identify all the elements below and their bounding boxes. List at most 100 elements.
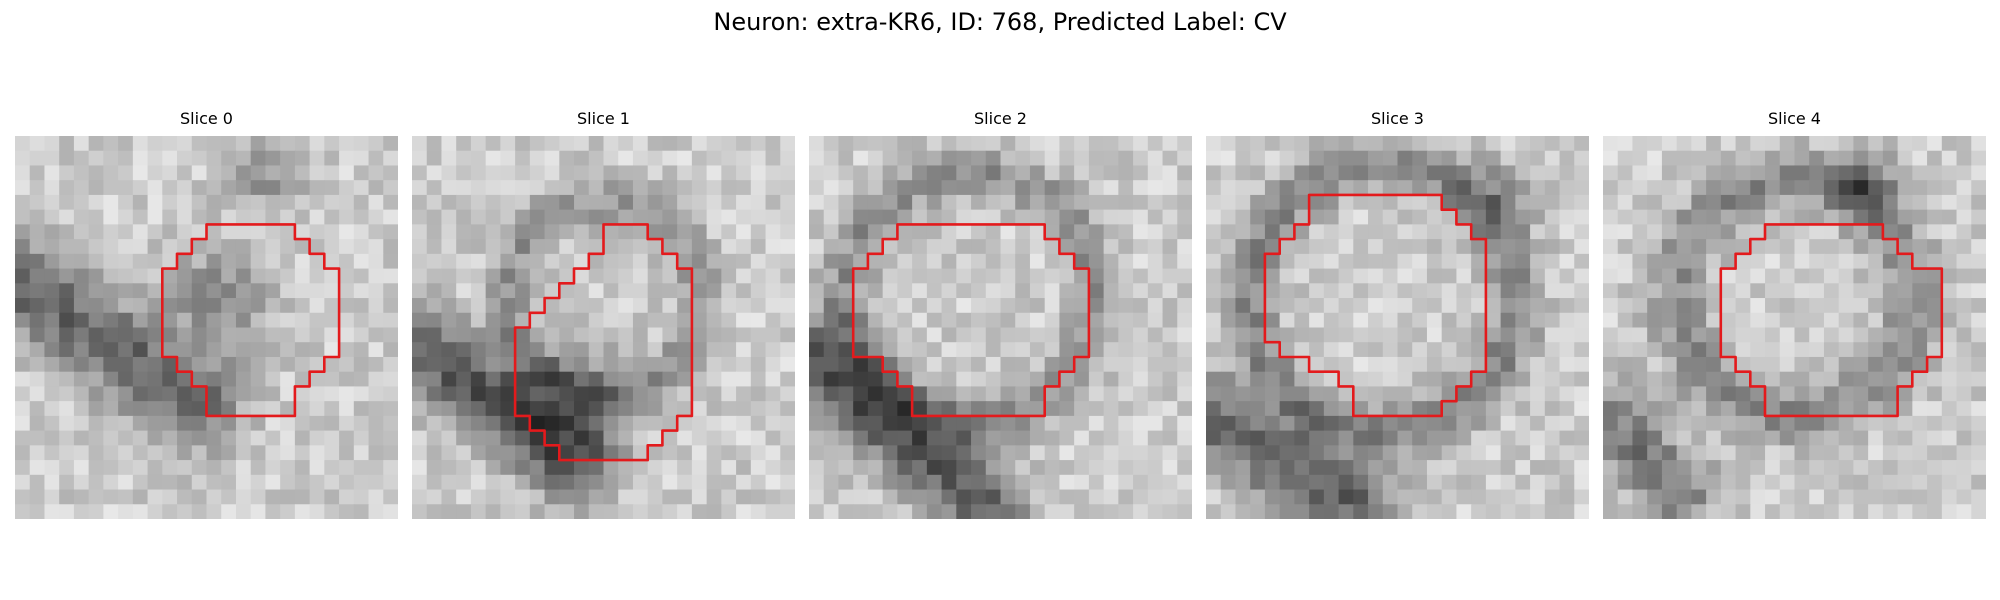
image-pixel: [1559, 239, 1575, 255]
image-pixel: [1617, 180, 1634, 196]
image-pixel: [574, 239, 590, 255]
image-pixel: [618, 356, 634, 373]
image-pixel: [206, 298, 222, 314]
image-pixel: [73, 386, 90, 402]
image-pixel: [1544, 268, 1561, 284]
image-pixel: [132, 401, 149, 417]
image-pixel: [383, 430, 398, 446]
image-pixel: [941, 136, 957, 152]
image-pixel: [1177, 401, 1192, 417]
image-pixel: [1706, 150, 1722, 167]
image-pixel: [280, 489, 296, 505]
image-pixel: [691, 474, 708, 491]
image-pixel: [59, 342, 75, 358]
image-pixel: [456, 327, 472, 343]
image-pixel: [118, 150, 134, 167]
image-pixel: [1559, 430, 1575, 446]
image-pixel: [88, 342, 104, 358]
image-pixel: [309, 356, 325, 373]
image-pixel: [867, 253, 884, 270]
image-pixel: [309, 342, 325, 358]
image-pixel: [1823, 283, 1840, 299]
image-pixel: [1676, 268, 1692, 284]
image-pixel: [412, 430, 428, 446]
image-pixel: [765, 356, 781, 373]
image-pixel: [912, 327, 928, 343]
image-pixel: [1074, 180, 1090, 196]
image-pixel: [1956, 386, 1972, 402]
image-pixel: [235, 342, 252, 358]
image-pixel: [1765, 401, 1781, 417]
figure-title: Neuron: extra-KR6, ID: 768, Predicted La…: [713, 8, 1287, 36]
image-pixel: [1088, 489, 1105, 505]
image-pixel: [1485, 150, 1502, 167]
image-pixel: [1574, 415, 1589, 432]
image-pixel: [882, 415, 898, 432]
image-pixel: [765, 415, 781, 432]
image-pixel: [1088, 460, 1105, 476]
image-pixel: [1456, 194, 1472, 211]
image-pixel: [574, 209, 590, 225]
image-pixel: [618, 386, 634, 402]
image-pixel: [280, 180, 296, 196]
image-pixel: [1515, 180, 1531, 196]
image-pixel: [44, 342, 60, 358]
image-pixel: [823, 504, 840, 519]
image-pixel: [309, 283, 325, 299]
image-pixel: [1515, 401, 1531, 417]
image-pixel: [1235, 312, 1251, 329]
image-pixel: [1323, 165, 1340, 181]
image-pixel: [1500, 312, 1516, 329]
image-pixel: [177, 460, 193, 476]
image-pixel: [1661, 209, 1678, 225]
image-pixel: [1838, 386, 1855, 402]
image-pixel: [1956, 489, 1972, 505]
image-pixel: [985, 312, 1002, 329]
image-pixel: [1279, 136, 1295, 152]
image-pixel: [1603, 253, 1619, 270]
image-pixel: [1147, 342, 1164, 358]
image-pixel: [971, 165, 987, 181]
image-pixel: [1735, 460, 1751, 476]
image-pixel: [1882, 460, 1899, 476]
image-pixel: [1029, 445, 1046, 461]
image-pixel: [1074, 165, 1090, 181]
image-pixel: [706, 327, 722, 343]
image-pixel: [73, 460, 90, 476]
image-pixel: [221, 165, 237, 181]
image-pixel: [29, 504, 46, 519]
image-pixel: [588, 386, 605, 402]
image-pixel: [426, 165, 443, 181]
image-pixel: [1559, 474, 1575, 491]
image-pixel: [780, 194, 795, 211]
image-pixel: [1397, 342, 1413, 358]
image-pixel: [1956, 445, 1972, 461]
image-pixel: [1838, 224, 1855, 240]
image-pixel: [1853, 386, 1869, 402]
image-pixel: [559, 401, 575, 417]
image-pixel: [1794, 356, 1810, 373]
image-pixel: [162, 180, 178, 196]
image-pixel: [235, 415, 252, 432]
image-pixel: [1779, 445, 1796, 461]
image-pixel: [1485, 180, 1502, 196]
image-pixel: [1000, 342, 1016, 358]
image-pixel: [59, 371, 75, 388]
image-pixel: [1353, 312, 1369, 329]
image-pixel: [353, 415, 370, 432]
image-pixel: [765, 268, 781, 284]
image-pixel: [1264, 268, 1281, 284]
image-pixel: [1059, 268, 1075, 284]
image-pixel: [1956, 209, 1972, 225]
image-pixel: [1029, 327, 1046, 343]
image-pixel: [1927, 298, 1943, 314]
image-pixel: [1235, 165, 1251, 181]
image-pixel: [1074, 312, 1090, 329]
image-pixel: [1530, 298, 1546, 314]
image-pixel: [1661, 283, 1678, 299]
image-pixel: [1676, 150, 1692, 167]
image-pixel: [1661, 371, 1678, 388]
image-pixel: [162, 371, 178, 388]
image-pixel: [177, 445, 193, 461]
image-pixel: [1647, 386, 1663, 402]
